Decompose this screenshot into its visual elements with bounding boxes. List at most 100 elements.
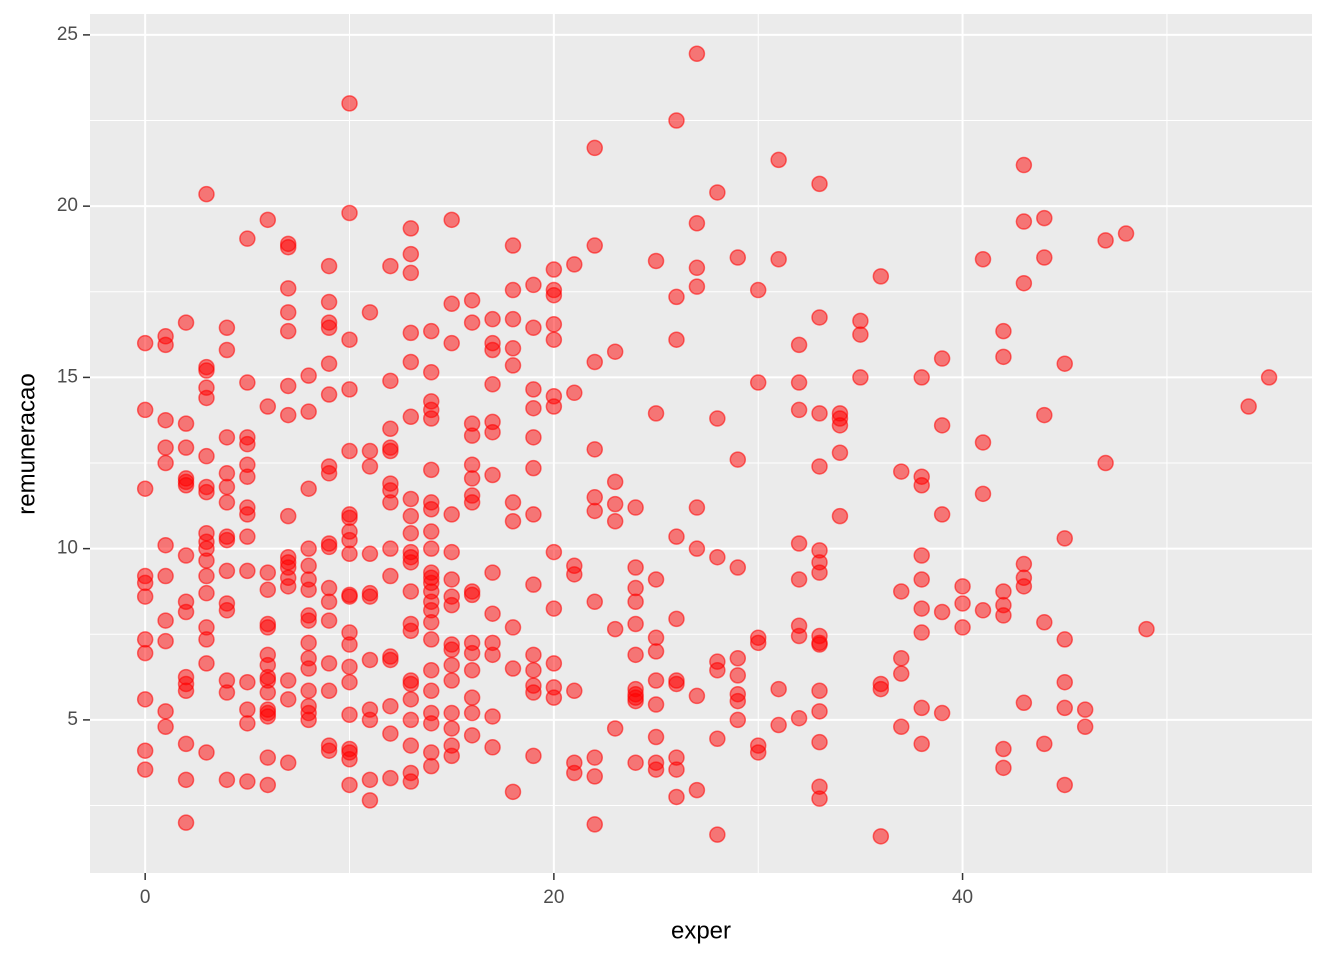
point [341,95,358,112]
point [790,709,808,727]
point [647,571,665,588]
point [320,293,338,311]
point [136,334,154,352]
point [627,559,644,576]
point [913,699,930,717]
point [239,562,256,580]
point [504,660,522,677]
point [709,410,726,427]
point [443,211,460,229]
point [463,292,481,309]
point [790,374,808,391]
point [668,112,685,129]
point [484,708,501,725]
point [647,252,665,270]
point [423,744,440,761]
point [423,410,440,427]
point [811,636,828,653]
point [668,610,685,628]
point [811,790,828,807]
point [157,632,174,650]
point [320,682,338,700]
point [402,220,420,237]
point [627,499,644,516]
point [361,458,379,475]
point [790,336,808,354]
point [463,314,481,331]
point [545,286,563,304]
point [566,566,583,583]
point [811,703,828,720]
point [504,340,522,357]
point [136,631,154,648]
point [136,480,154,497]
point [463,644,481,662]
point [995,740,1012,758]
point [279,406,297,424]
point [668,788,685,806]
point [239,528,256,545]
point [157,336,174,354]
point [463,704,481,722]
point [177,439,195,456]
point [443,596,460,614]
point [402,507,420,525]
x-axis-title: exper [671,917,731,944]
point [259,684,277,701]
point [974,602,992,619]
point [198,185,215,203]
point [1056,355,1073,372]
point [729,711,747,729]
point [484,375,501,393]
point [279,672,297,689]
point [545,689,563,706]
x-tick-label: 40 [952,887,973,908]
point [545,261,563,278]
point [504,512,522,530]
axes: 0 20 40 5 10 15 20 25 [57,24,973,908]
point [300,711,317,729]
point [872,828,890,845]
point [545,600,563,617]
point [525,319,542,336]
point [423,461,440,479]
point [402,524,420,542]
point [504,619,522,636]
point [177,477,195,494]
point [933,350,951,367]
point [136,588,154,605]
point [259,211,277,229]
point [279,322,297,340]
point [177,682,195,700]
point [423,501,440,518]
point [1036,735,1053,753]
point [709,730,726,747]
point [831,444,849,461]
point [811,175,828,193]
point [1117,225,1135,242]
point [198,362,215,379]
point [504,281,522,299]
point [279,304,297,321]
point [1036,614,1053,631]
point [1015,274,1033,292]
point [709,661,726,679]
point [790,535,808,552]
point [545,655,563,672]
point [136,644,154,662]
point [198,584,215,602]
point [177,547,195,564]
point [933,506,951,523]
point [770,151,787,169]
point [382,567,399,585]
point [1056,530,1073,547]
point [443,656,460,674]
point [320,742,338,759]
point [852,326,869,343]
point [402,691,420,708]
point [218,771,236,789]
point [893,583,910,600]
point [136,574,154,592]
point [300,557,317,575]
point [443,641,460,658]
